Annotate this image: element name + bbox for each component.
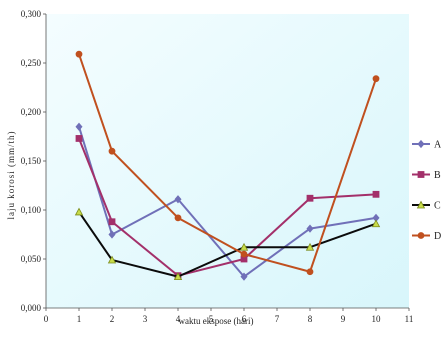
series-a-line [78,126,377,278]
legend-d-label: D [434,231,441,242]
y-tick-label: 0,000 [21,303,42,313]
series-c-point [305,242,315,251]
x-tick-label: 8 [308,314,313,324]
series-a-point [306,224,314,233]
series-b-point [372,190,380,198]
legend-b-label: B [434,170,441,181]
series-c-line [78,211,377,278]
series-c-point [74,207,84,216]
series-d-point [306,268,314,276]
series-b-point [75,135,83,142]
legend-a-marker [417,139,425,149]
legend-c-marker [416,200,426,209]
y-tick-label: 0,300 [21,9,42,19]
x-tick-label: 7 [275,314,280,324]
y-tick-label: 0,050 [21,254,42,264]
series-d-line [78,53,377,273]
series-d-point [372,75,380,83]
series-a-point [240,272,248,281]
y-tick-label: 0,200 [21,107,42,117]
legend-a-label: A [434,140,441,151]
series-c-point [239,242,249,251]
series-a-point [108,230,116,239]
series-d-point [75,50,83,58]
series-d-point [240,250,248,258]
legend-c-label: C [434,201,441,212]
x-tick-label: 9 [341,314,346,324]
series-a-point [75,122,83,131]
y-tick-label: 0,100 [21,205,42,215]
series-b-point [108,218,116,226]
series-c-point [107,255,117,264]
series-c-point [371,219,381,228]
series-c-point [173,272,183,281]
series-b-line [78,138,377,277]
series-d-point [108,147,116,155]
series-a-point [174,195,182,204]
x-tick-label: 3 [143,314,148,324]
x-tick-label: 0 [44,314,49,324]
x-tick-label: 5 [209,314,214,324]
legend-b-marker [417,171,425,178]
x-tick-label: 6 [242,314,247,324]
series-d-point [174,214,182,222]
x-tick-label: 11 [405,314,414,324]
x-tick-label: 2 [110,314,115,324]
x-axis-title: waktu ekspose (hari) [179,316,254,326]
series-b-point [306,194,314,202]
y-axis-title: laju korosi (mm/th) [6,131,16,220]
y-tick-label: 0,250 [21,58,42,68]
x-tick-label: 10 [372,314,382,324]
legend-d-marker [417,232,425,239]
y-tick-label: 0,150 [21,156,42,166]
x-tick-label: 1 [77,314,82,324]
x-tick-label: 4 [176,314,181,324]
